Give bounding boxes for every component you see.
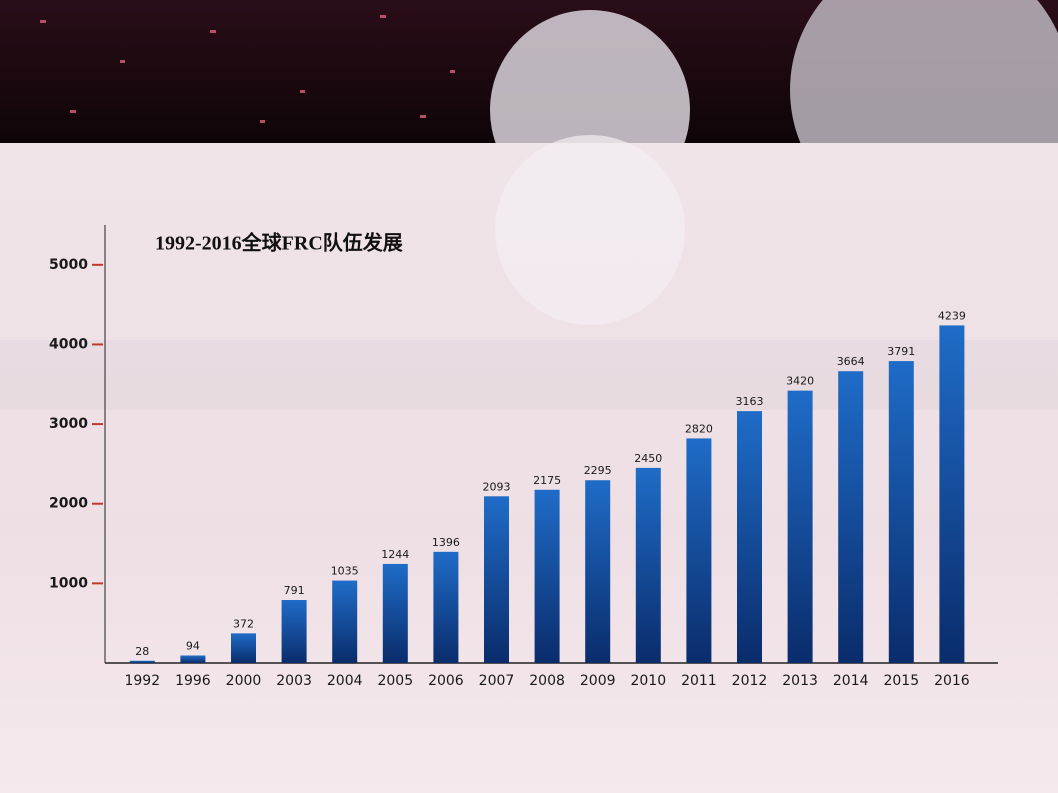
y-tick-label: 1000 [49, 575, 88, 591]
x-tick-label: 2010 [630, 673, 666, 689]
bar [231, 633, 256, 663]
x-tick-label: 2008 [529, 673, 565, 689]
bar [635, 467, 661, 663]
x-tick-label: 2014 [833, 673, 869, 689]
x-tick-label: 2016 [934, 673, 970, 689]
bar [484, 496, 509, 663]
bar [382, 563, 408, 663]
y-tick-label: 3000 [49, 416, 88, 432]
chart-title: 1992-2016全球FRC队伍发展 [155, 231, 403, 255]
y-tick-label: 4000 [49, 336, 88, 352]
bar [686, 438, 712, 663]
bar [129, 660, 155, 663]
y-tick-label: 5000 [49, 257, 88, 273]
x-tick-label: 2006 [428, 673, 464, 689]
x-tick-label: 2000 [226, 673, 262, 689]
value-label: 28 [135, 645, 149, 658]
background-truss [0, 340, 1058, 410]
x-tick-label: 2011 [681, 673, 717, 689]
value-label: 372 [233, 617, 254, 630]
value-label: 94 [186, 640, 200, 653]
value-label: 3163 [736, 395, 764, 408]
x-tick-label: 1996 [175, 673, 211, 689]
bar [281, 600, 307, 663]
bar [787, 390, 813, 663]
x-tick-label: 2015 [883, 673, 919, 689]
bar [737, 411, 762, 663]
x-tick-label: 2004 [327, 673, 363, 689]
value-label: 3664 [837, 355, 865, 368]
value-label: 4239 [938, 309, 966, 322]
x-tick-label: 2012 [732, 673, 768, 689]
value-label: 2820 [685, 422, 713, 435]
value-label: 2175 [533, 474, 561, 487]
x-tick-label: 2009 [580, 673, 616, 689]
value-label: 2295 [584, 464, 612, 477]
x-tick-label: 1992 [124, 673, 160, 689]
value-label: 2093 [483, 480, 511, 493]
bar [838, 371, 864, 663]
value-label: 1035 [331, 565, 359, 578]
bar [332, 580, 358, 663]
bar [585, 480, 611, 663]
x-tick-label: 2005 [377, 673, 413, 689]
bar [534, 489, 560, 663]
bar [939, 325, 965, 663]
background-screen [495, 135, 685, 325]
x-tick-label: 2007 [479, 673, 515, 689]
value-label: 791 [284, 584, 305, 597]
value-label: 1396 [432, 536, 460, 549]
value-label: 2450 [634, 452, 662, 465]
value-label: 3791 [887, 345, 915, 358]
y-tick-label: 2000 [49, 496, 88, 512]
confetti [40, 15, 455, 123]
value-label: 3420 [786, 375, 814, 388]
value-label: 1244 [381, 548, 409, 561]
x-tick-label: 2003 [276, 673, 312, 689]
bar [888, 361, 914, 663]
bar [180, 655, 206, 663]
bar [433, 551, 459, 663]
x-tick-label: 2013 [782, 673, 818, 689]
